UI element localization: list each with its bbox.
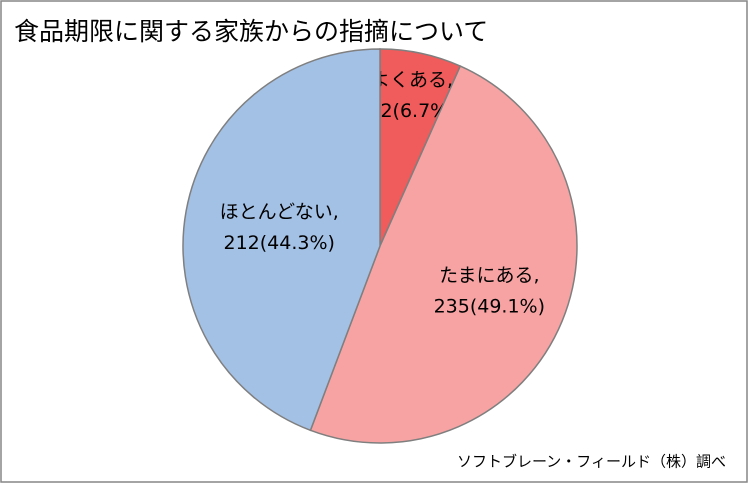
slice-value-label: 32(6.7%) bbox=[368, 100, 455, 122]
slice-category: よくある, bbox=[371, 69, 453, 91]
chart-title: 食品期限に関する家族からの指摘について bbox=[14, 17, 488, 46]
slice-value-label: 235(49.1%) bbox=[434, 295, 545, 317]
pie-slice bbox=[309, 65, 578, 444]
source-note: ソフトブレーン・フィールド（株）調べ bbox=[457, 453, 726, 471]
pie-slice bbox=[182, 48, 381, 432]
slice-category: ほとんどない, bbox=[220, 201, 339, 223]
slice-category: たまにある, bbox=[439, 264, 539, 286]
slice-value-label: 212(44.3%) bbox=[223, 232, 334, 254]
